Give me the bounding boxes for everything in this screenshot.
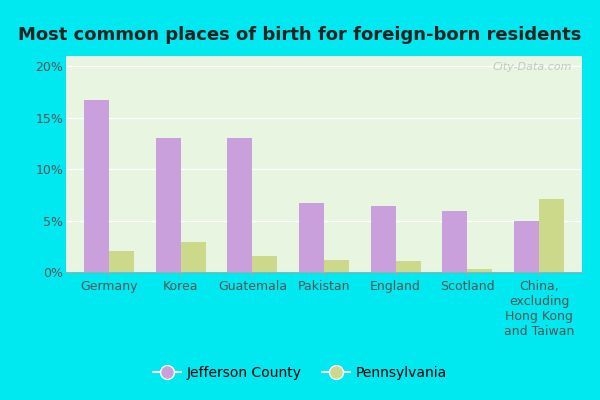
Bar xyxy=(155,138,181,272)
Bar xyxy=(181,242,206,272)
Bar xyxy=(299,203,324,272)
Bar xyxy=(539,199,564,272)
Bar xyxy=(109,252,134,272)
Bar xyxy=(324,260,349,272)
Bar xyxy=(371,206,395,272)
Bar xyxy=(84,100,109,272)
Bar xyxy=(253,256,277,272)
Bar xyxy=(467,269,493,272)
Text: City-Data.com: City-Data.com xyxy=(492,62,572,72)
Bar xyxy=(227,138,253,272)
Text: Most common places of birth for foreign-born residents: Most common places of birth for foreign-… xyxy=(19,26,581,44)
Bar xyxy=(514,220,539,272)
Bar xyxy=(442,211,467,272)
Bar xyxy=(395,261,421,272)
Legend: Jefferson County, Pennsylvania: Jefferson County, Pennsylvania xyxy=(148,360,452,385)
